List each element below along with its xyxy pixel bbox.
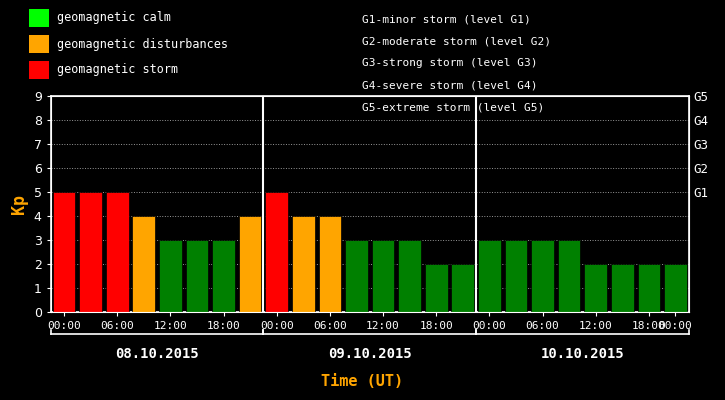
Text: G4-severe storm (level G4): G4-severe storm (level G4) xyxy=(362,80,538,90)
Text: 10.10.2015: 10.10.2015 xyxy=(541,347,624,361)
Bar xyxy=(505,240,527,312)
Bar xyxy=(425,264,447,312)
Bar xyxy=(239,216,262,312)
Bar xyxy=(637,264,660,312)
Bar xyxy=(318,216,341,312)
Text: G5-extreme storm (level G5): G5-extreme storm (level G5) xyxy=(362,102,544,112)
Bar xyxy=(159,240,182,312)
Bar xyxy=(186,240,208,312)
Bar xyxy=(292,216,315,312)
Bar xyxy=(611,264,634,312)
Bar xyxy=(452,264,474,312)
Text: 09.10.2015: 09.10.2015 xyxy=(328,347,412,361)
Bar xyxy=(531,240,554,312)
Y-axis label: Kp: Kp xyxy=(10,194,28,214)
Bar xyxy=(106,192,128,312)
Text: Time (UT): Time (UT) xyxy=(321,374,404,390)
Bar xyxy=(212,240,235,312)
Bar xyxy=(265,192,288,312)
Text: geomagnetic storm: geomagnetic storm xyxy=(57,64,178,76)
Bar xyxy=(558,240,581,312)
Text: G2-moderate storm (level G2): G2-moderate storm (level G2) xyxy=(362,36,552,46)
Bar xyxy=(345,240,368,312)
Text: G1-minor storm (level G1): G1-minor storm (level G1) xyxy=(362,14,531,24)
Bar xyxy=(398,240,421,312)
Bar xyxy=(79,192,102,312)
Bar xyxy=(372,240,394,312)
Bar xyxy=(664,264,687,312)
Text: G3-strong storm (level G3): G3-strong storm (level G3) xyxy=(362,58,538,68)
Text: geomagnetic calm: geomagnetic calm xyxy=(57,12,170,24)
Bar xyxy=(133,216,155,312)
Bar xyxy=(478,240,501,312)
Bar xyxy=(53,192,75,312)
Text: geomagnetic disturbances: geomagnetic disturbances xyxy=(57,38,228,50)
Text: 08.10.2015: 08.10.2015 xyxy=(115,347,199,361)
Bar xyxy=(584,264,607,312)
